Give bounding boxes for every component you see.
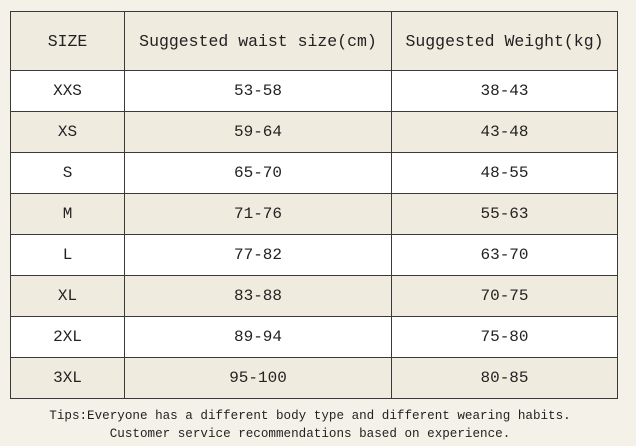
table-cell: 95-100 bbox=[124, 357, 392, 399]
size-table: SIZE Suggested waist size(cm) Suggested We… bbox=[10, 11, 618, 399]
table-cell: 83-88 bbox=[124, 275, 392, 317]
table-row: M 71-76 55-63 bbox=[10, 193, 618, 235]
tip-line: Customer service recommendations based o… bbox=[109, 427, 511, 441]
header-row: SIZE Suggested waist size(cm) Suggested We… bbox=[10, 11, 618, 71]
header-cell: Suggested waist size(cm) bbox=[124, 11, 392, 71]
table-cell: 80-85 bbox=[391, 357, 618, 399]
table-cell: 71-76 bbox=[124, 193, 392, 235]
table-cell: XS bbox=[10, 111, 125, 153]
table-cell: M bbox=[10, 193, 125, 235]
table-row: XXS 53-58 38-43 bbox=[10, 70, 618, 112]
tip-line: Tips:Everyone has a different body type … bbox=[49, 409, 571, 423]
table-cell: 53-58 bbox=[124, 70, 392, 112]
table-cell: 63-70 bbox=[391, 234, 618, 276]
table-row: 3XL 95-100 80-85 bbox=[10, 357, 618, 399]
header-cell: SIZE bbox=[10, 11, 125, 71]
table-cell: L bbox=[10, 234, 125, 276]
table-cell: 89-94 bbox=[124, 316, 392, 358]
table-row: XL 83-88 70-75 bbox=[10, 275, 618, 317]
table-cell: 55-63 bbox=[391, 193, 618, 235]
table-cell: 38-43 bbox=[391, 70, 618, 112]
table-row: XS 59-64 43-48 bbox=[10, 111, 618, 153]
table-row: L 77-82 63-70 bbox=[10, 234, 618, 276]
table-cell: XXS bbox=[10, 70, 125, 112]
table-row: S 65-70 48-55 bbox=[10, 152, 618, 194]
table-cell: 48-55 bbox=[391, 152, 618, 194]
table-cell: XL bbox=[10, 275, 125, 317]
table-cell: 59-64 bbox=[124, 111, 392, 153]
table-cell: 43-48 bbox=[391, 111, 618, 153]
table-cell: S bbox=[10, 152, 125, 194]
table-cell: 75-80 bbox=[391, 316, 618, 358]
table-cell: 77-82 bbox=[124, 234, 392, 276]
table-cell: 3XL bbox=[10, 357, 125, 399]
table-cell: 70-75 bbox=[391, 275, 618, 317]
tips: Tips:Everyone has a different body type … bbox=[0, 407, 620, 443]
table-row: 2XL 89-94 75-80 bbox=[10, 316, 618, 358]
table-cell: 65-70 bbox=[124, 152, 392, 194]
table-cell: 2XL bbox=[10, 316, 125, 358]
header-cell: Suggested Weight(kg) bbox=[391, 11, 618, 71]
